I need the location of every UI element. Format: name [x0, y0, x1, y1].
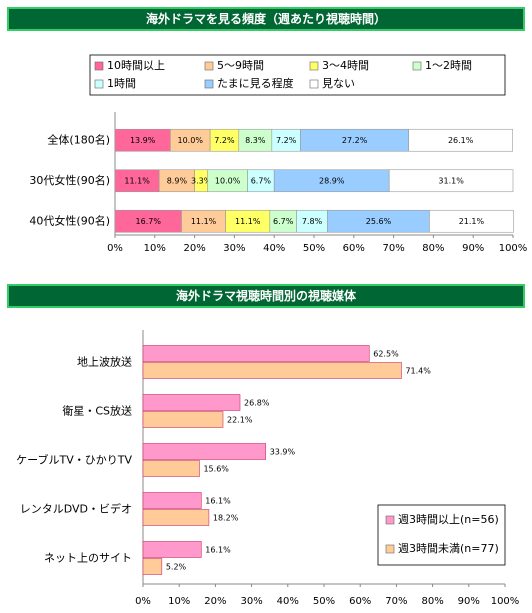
data-label: 5.2% [166, 563, 187, 572]
category-label: 30代女性(90名) [29, 173, 110, 187]
bar [142, 509, 210, 526]
bar-segment [408, 128, 513, 152]
bar [142, 362, 402, 379]
category-label: ケーブルTV・ひかりTV [16, 453, 132, 467]
title-bar [7, 7, 525, 31]
legend-label: 見ない [322, 77, 355, 90]
category-label: 40代女性(90名) [29, 213, 110, 227]
category-label: 衛星・CS放送 [62, 404, 132, 418]
legend-label: 1時間 [107, 77, 136, 90]
data-label: 25.6% [366, 217, 392, 226]
data-label: 7.2% [214, 136, 235, 145]
data-label: 8.3% [245, 136, 266, 145]
legend-swatch [309, 79, 319, 89]
bar [142, 345, 370, 362]
x-tick-label: 40% [277, 596, 299, 607]
data-label: 8.9% [167, 176, 188, 185]
data-label: 7.8% [302, 217, 323, 226]
category-label: 地上波放送 [77, 355, 132, 369]
legend-label: たまに見る程度 [217, 76, 294, 90]
x-tick-label: 40% [263, 243, 285, 254]
x-tick-label: 100% [491, 596, 520, 607]
data-label: 21.1% [459, 217, 485, 226]
legend-label: 週3時間以上(n=56) [398, 513, 499, 526]
x-tick-label: 30% [223, 243, 245, 254]
legend-label: 10時間以上 [107, 59, 165, 72]
x-tick-label: 20% [204, 596, 226, 607]
x-tick-label: 60% [349, 596, 371, 607]
data-label: 15.6% [203, 465, 229, 474]
x-tick-label: 80% [422, 243, 444, 254]
x-tick-label: 90% [462, 243, 484, 254]
data-label: 7.2% [276, 136, 297, 145]
legend-swatch [385, 544, 395, 554]
legend-box [89, 54, 506, 96]
x-tick-label: 50% [303, 243, 325, 254]
data-label: 28.9% [319, 176, 345, 185]
data-label: 16.7% [136, 217, 162, 226]
data-label: 10.0% [215, 176, 241, 185]
legend-swatch [412, 61, 422, 71]
bar [142, 492, 202, 509]
x-tick-label: 80% [421, 596, 443, 607]
chart-title: 海外ドラマ視聴時間別の視聴媒体 [176, 288, 357, 303]
bar [142, 460, 200, 477]
data-label: 26.8% [244, 399, 270, 408]
legend-label: 5～9時間 [217, 59, 264, 72]
x-tick-label: 0% [135, 596, 151, 607]
x-tick-label: 70% [382, 243, 404, 254]
title-bar [7, 284, 525, 308]
bar [142, 558, 163, 575]
x-tick-label: 90% [458, 596, 480, 607]
x-tick-label: 50% [313, 596, 335, 607]
legend-swatch [204, 61, 214, 71]
legend-label: 3～4時間 [322, 59, 369, 72]
bar [142, 411, 224, 428]
x-tick-label: 100% [499, 243, 528, 254]
legend-swatch [204, 79, 214, 89]
data-label: 31.1% [438, 176, 464, 185]
data-label: 11.1% [124, 176, 150, 185]
x-tick-label: 0% [107, 243, 123, 254]
data-label: 18.2% [213, 514, 239, 523]
chart-title: 海外ドラマを見る頻度（週あたり視聴時間） [146, 11, 386, 26]
data-label: 11.1% [235, 217, 261, 226]
data-label: 10.0% [178, 136, 204, 145]
legend-swatch [385, 515, 395, 525]
data-label: 13.9% [130, 136, 156, 145]
legend-label: 週3時間未満(n=77) [398, 542, 499, 555]
bar-segment [388, 169, 514, 193]
x-tick-label: 70% [385, 596, 407, 607]
x-tick-label: 20% [183, 243, 205, 254]
bar-segment [429, 209, 514, 233]
x-tick-label: 60% [343, 243, 365, 254]
data-label: 6.7% [251, 176, 272, 185]
data-label: 16.1% [205, 546, 231, 555]
legend-swatch [94, 79, 104, 89]
bar [142, 541, 202, 558]
x-tick-label: 10% [168, 596, 190, 607]
legend-swatch [94, 61, 104, 71]
data-label: 27.2% [342, 136, 368, 145]
bar [142, 443, 267, 460]
legend-swatch [309, 61, 319, 71]
data-label: 62.5% [373, 350, 399, 359]
category-label: ネット上のサイト [44, 552, 132, 565]
x-tick-label: 30% [240, 596, 262, 607]
data-label: 26.1% [448, 136, 474, 145]
data-label: 71.4% [405, 367, 431, 376]
data-label: 6.7% [273, 217, 294, 226]
bar [142, 394, 241, 411]
category-label: レンタルDVD・ビデオ [20, 502, 132, 516]
category-label: 全体(180名) [47, 132, 110, 146]
data-label: 22.1% [227, 416, 253, 425]
data-label: 11.1% [191, 217, 217, 226]
x-tick-label: 10% [144, 243, 166, 254]
data-label: 16.1% [205, 497, 231, 506]
legend-box [377, 504, 506, 566]
data-label: 33.9% [270, 448, 296, 457]
data-label: 3.3% [191, 176, 212, 185]
legend-label: 1～2時間 [425, 59, 472, 72]
